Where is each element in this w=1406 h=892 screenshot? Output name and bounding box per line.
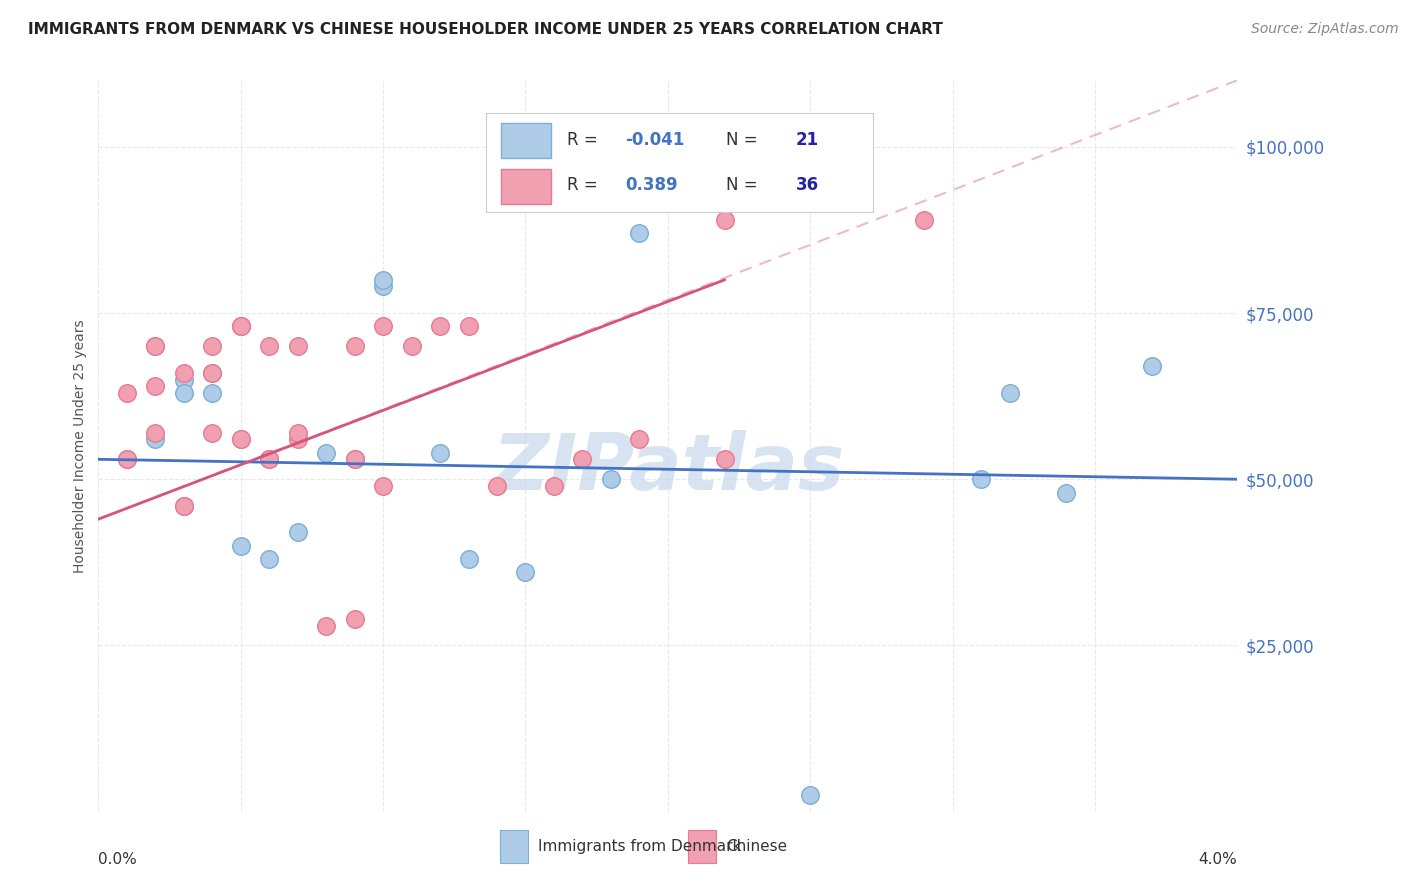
Point <box>371 319 394 334</box>
Point <box>1056 485 1078 500</box>
Point <box>457 552 479 566</box>
Point <box>287 339 309 353</box>
Point <box>173 372 195 386</box>
Point <box>145 379 167 393</box>
Text: IMMIGRANTS FROM DENMARK VS CHINESE HOUSEHOLDER INCOME UNDER 25 YEARS CORRELATION: IMMIGRANTS FROM DENMARK VS CHINESE HOUSE… <box>28 22 943 37</box>
Point <box>1140 359 1163 374</box>
Point <box>571 452 593 467</box>
Point <box>115 452 138 467</box>
Point <box>343 452 366 467</box>
Point <box>229 319 252 334</box>
Text: ZIPatlas: ZIPatlas <box>492 430 844 506</box>
Point <box>600 472 623 486</box>
Point <box>799 788 821 802</box>
Point <box>628 433 651 447</box>
Point <box>371 279 394 293</box>
Point <box>173 366 195 380</box>
Point <box>259 339 281 353</box>
Point <box>515 566 537 580</box>
Y-axis label: Householder Income Under 25 years: Householder Income Under 25 years <box>73 319 87 573</box>
Point <box>201 339 224 353</box>
Point <box>201 425 224 440</box>
Point <box>145 433 167 447</box>
Point <box>229 433 252 447</box>
Point <box>145 339 167 353</box>
Point <box>371 273 394 287</box>
Point <box>173 499 195 513</box>
Point <box>173 499 195 513</box>
Point <box>287 425 309 440</box>
Point <box>145 425 167 440</box>
Point <box>115 452 138 467</box>
Point <box>401 339 423 353</box>
Point <box>229 539 252 553</box>
Point <box>201 385 224 400</box>
Point <box>912 213 935 227</box>
Point <box>343 339 366 353</box>
Point <box>259 552 281 566</box>
Point <box>229 319 252 334</box>
Point <box>343 612 366 626</box>
Point <box>628 226 651 240</box>
Point <box>457 319 479 334</box>
Point <box>287 525 309 540</box>
Point <box>115 385 138 400</box>
Point <box>259 452 281 467</box>
Point <box>229 433 252 447</box>
Point <box>145 339 167 353</box>
Point <box>259 452 281 467</box>
Text: Source: ZipAtlas.com: Source: ZipAtlas.com <box>1251 22 1399 37</box>
Point <box>543 479 565 493</box>
Point <box>315 618 337 632</box>
Point <box>714 213 737 227</box>
Point <box>371 479 394 493</box>
Point <box>486 479 509 493</box>
Point <box>429 445 451 459</box>
Text: 0.0%: 0.0% <box>98 852 138 867</box>
Point <box>201 366 224 380</box>
Point <box>970 472 993 486</box>
Point <box>714 452 737 467</box>
Point <box>998 385 1021 400</box>
Point <box>201 366 224 380</box>
Point <box>429 319 451 334</box>
Point <box>343 452 366 467</box>
Point <box>315 445 337 459</box>
Text: 4.0%: 4.0% <box>1198 852 1237 867</box>
Point <box>173 385 195 400</box>
Point <box>287 433 309 447</box>
